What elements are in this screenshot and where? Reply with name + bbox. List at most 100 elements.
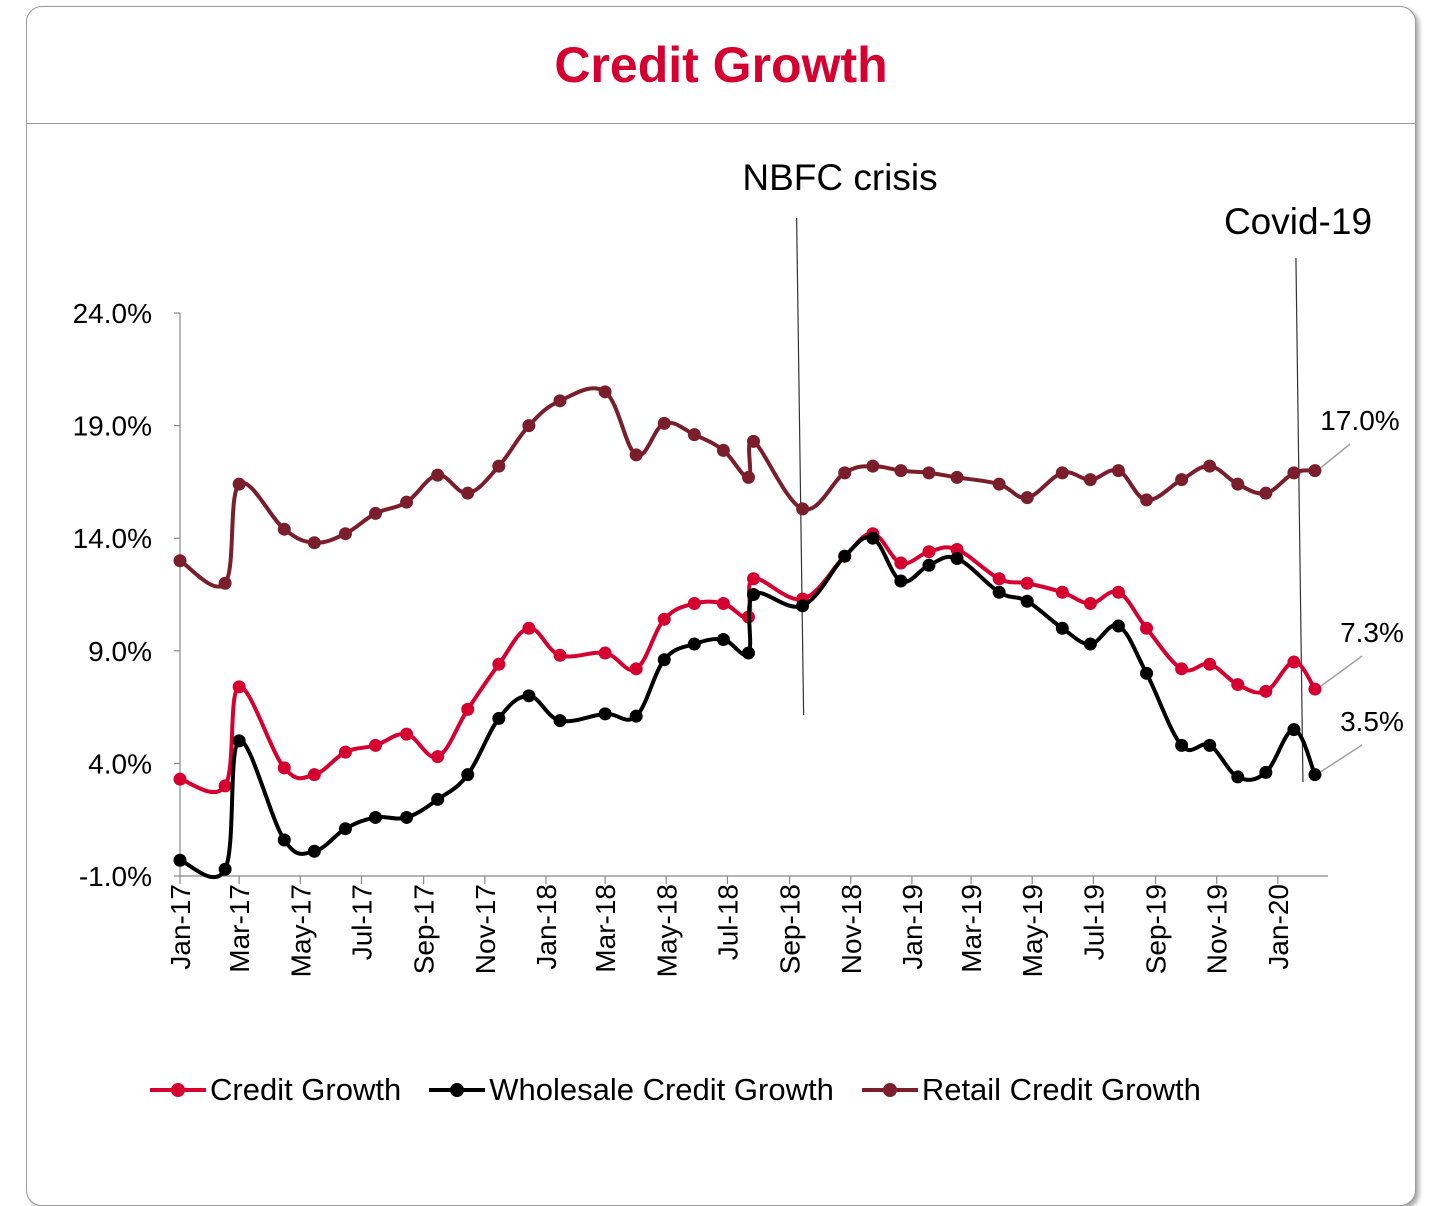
x-tick-label: Mar-19: [956, 884, 987, 973]
y-tick-label: -1.0%: [79, 861, 152, 892]
data-point: [1020, 576, 1034, 590]
data-point: [1020, 491, 1034, 505]
annotation-line: [796, 217, 805, 716]
data-point: [232, 477, 246, 491]
data-point: [369, 810, 383, 824]
data-point: [277, 833, 291, 847]
data-point: [598, 385, 612, 399]
data-point: [218, 862, 232, 876]
data-point: [741, 646, 755, 660]
data-point: [1259, 684, 1273, 698]
data-point: [992, 477, 1006, 491]
data-point: [629, 662, 643, 676]
data-point: [657, 612, 671, 626]
data-point: [1140, 493, 1154, 507]
data-point: [894, 574, 908, 588]
legend-item: Credit Growth: [150, 1072, 401, 1108]
data-point: [431, 468, 445, 482]
x-tick-label: Jul-18: [712, 884, 743, 960]
data-point: [716, 443, 730, 457]
data-point: [553, 648, 567, 662]
data-point: [894, 556, 908, 570]
data-point: [992, 572, 1006, 586]
data-point: [746, 588, 760, 601]
data-point: [796, 502, 810, 516]
data-point: [1140, 621, 1154, 635]
x-tick-label: Jul-19: [1078, 884, 1109, 960]
data-point: [369, 506, 383, 520]
y-tick-label: 24.0%: [73, 298, 152, 329]
data-point: [461, 702, 475, 716]
data-point: [522, 689, 536, 703]
data-point: [1203, 738, 1217, 752]
x-tick-label: May-17: [285, 884, 316, 977]
data-point: [746, 434, 760, 448]
data-point: [1308, 464, 1322, 478]
data-point: [492, 657, 506, 671]
data-point: [1055, 585, 1069, 599]
end-label-leader: [1320, 744, 1363, 773]
data-point: [598, 707, 612, 721]
data-point: [1111, 464, 1125, 478]
data-point: [338, 527, 352, 541]
x-tick-label: May-19: [1017, 884, 1048, 977]
data-point: [1175, 738, 1189, 752]
data-point: [1203, 459, 1217, 473]
annotation-label: Covid-19: [1224, 201, 1372, 242]
data-point: [1083, 597, 1097, 611]
data-point: [1231, 477, 1245, 491]
data-point: [461, 768, 475, 782]
legend-swatch: [150, 1080, 206, 1100]
data-point: [796, 599, 810, 613]
legend-item: Retail Credit Growth: [861, 1072, 1201, 1108]
data-point: [307, 536, 321, 550]
data-point: [629, 448, 643, 462]
legend-label: Retail Credit Growth: [921, 1072, 1201, 1107]
data-point: [232, 680, 246, 694]
data-point: [461, 486, 475, 500]
data-point: [277, 761, 291, 775]
x-tick-label: Mar-18: [590, 884, 621, 973]
data-point: [338, 822, 352, 836]
data-point: [838, 549, 852, 563]
x-tick-label: Mar-17: [224, 884, 255, 973]
end-label: 3.5%: [1340, 706, 1404, 737]
data-point: [922, 545, 936, 559]
data-point: [922, 466, 936, 480]
data-point: [492, 459, 506, 473]
legend-item: Wholesale Credit Growth: [429, 1072, 834, 1108]
x-tick-label: Jan-19: [897, 884, 928, 970]
data-point: [400, 810, 414, 824]
data-point: [687, 637, 701, 651]
data-point: [1231, 770, 1245, 784]
chart-title: Credit Growth: [554, 37, 888, 93]
x-tick-label: May-18: [651, 884, 682, 977]
end-label: 7.3%: [1340, 617, 1404, 648]
data-point: [741, 470, 755, 484]
data-point: [232, 734, 246, 748]
y-tick-label: 4.0%: [88, 748, 152, 779]
data-point: [338, 745, 352, 759]
data-point: [1055, 621, 1069, 635]
data-point: [992, 585, 1006, 599]
data-point: [1287, 466, 1301, 480]
data-point: [894, 464, 908, 478]
data-point: [716, 597, 730, 611]
y-tick-label: 19.0%: [73, 411, 152, 442]
data-point: [1308, 682, 1322, 696]
data-point: [950, 470, 964, 484]
data-point: [1259, 765, 1273, 779]
data-point: [553, 394, 567, 408]
legend-swatch: [861, 1080, 918, 1100]
data-point: [687, 428, 701, 442]
x-tick-label: Sep-18: [775, 884, 806, 974]
data-point: [1111, 585, 1125, 599]
legend-label: Credit Growth: [210, 1072, 402, 1107]
x-tick-label: Nov-18: [836, 884, 867, 974]
data-point: [1308, 768, 1322, 782]
data-point: [173, 853, 187, 867]
data-point: [746, 572, 760, 586]
legend-swatch: [429, 1080, 486, 1100]
data-point: [1175, 473, 1189, 487]
